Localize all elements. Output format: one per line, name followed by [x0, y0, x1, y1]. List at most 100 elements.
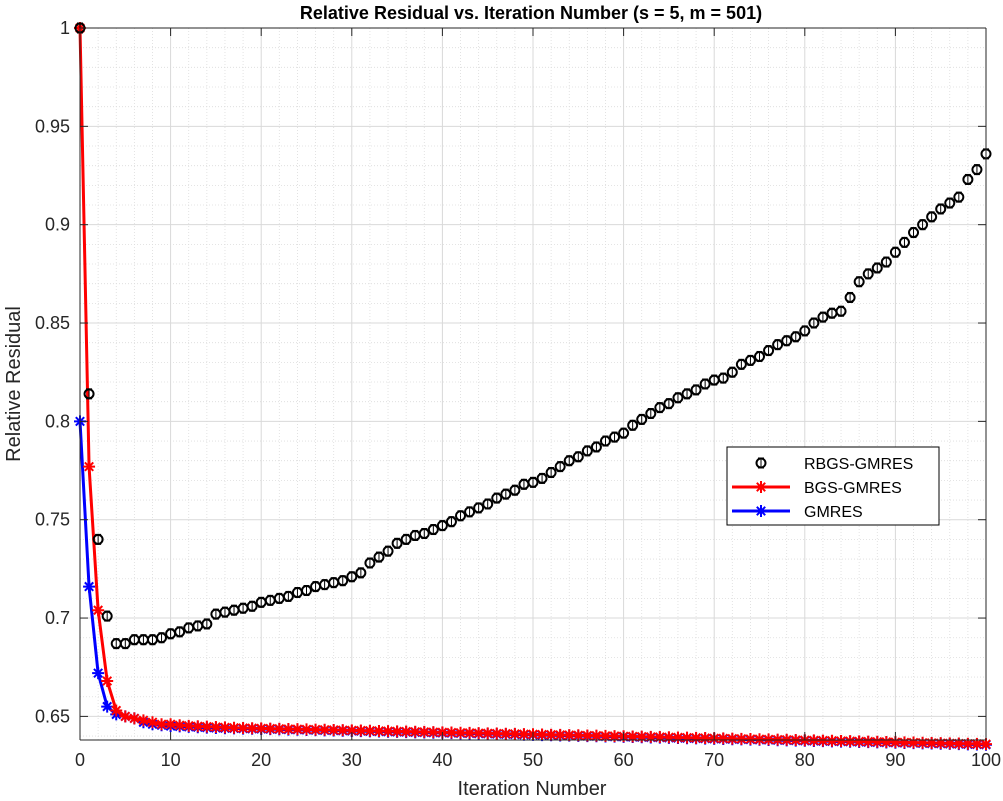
x-tick-label: 10: [161, 750, 181, 770]
data-point: [445, 726, 458, 739]
legend-marker: [755, 481, 767, 493]
data-point: [790, 331, 802, 343]
data-point: [717, 732, 730, 745]
data-point: [590, 441, 602, 453]
series-rbgs-gmres: [74, 22, 992, 650]
circle-marker: [908, 227, 920, 239]
data-point: [536, 472, 548, 484]
data-point: [590, 729, 603, 742]
data-point: [781, 335, 793, 347]
data-point: [889, 736, 902, 749]
data-point: [654, 402, 666, 414]
data-point: [862, 268, 874, 280]
data-point: [907, 736, 920, 749]
data-point: [382, 545, 394, 557]
data-point: [482, 498, 494, 510]
circle-marker: [844, 291, 856, 303]
data-point: [146, 716, 159, 729]
circle-marker: [473, 502, 485, 514]
data-point: [908, 227, 920, 239]
circle-marker: [455, 510, 467, 522]
data-point: [898, 236, 910, 248]
data-point: [500, 488, 512, 500]
data-point: [952, 737, 965, 750]
data-point: [345, 724, 358, 737]
data-point: [92, 667, 105, 680]
circle-marker: [862, 268, 874, 280]
data-point: [726, 732, 739, 745]
data-point: [816, 734, 829, 747]
circle-marker: [917, 219, 929, 231]
data-point: [980, 738, 992, 751]
circle-marker: [400, 533, 412, 545]
circle-marker: [654, 402, 666, 414]
data-point: [337, 575, 349, 587]
data-point: [735, 732, 748, 745]
data-point: [418, 725, 431, 738]
circle-marker: [554, 461, 566, 473]
data-point: [364, 557, 376, 569]
data-point: [246, 722, 259, 735]
data-point: [201, 618, 213, 630]
circle-marker: [926, 211, 938, 223]
data-point: [246, 600, 258, 612]
circle-marker: [246, 600, 258, 612]
data-point: [825, 734, 838, 747]
circle-marker: [527, 476, 539, 488]
circle-marker: [599, 435, 611, 447]
data-point: [264, 722, 277, 735]
data-point: [744, 733, 757, 746]
data-point: [119, 638, 131, 650]
data-point: [817, 311, 829, 323]
data-point: [228, 721, 241, 734]
data-point: [391, 537, 403, 549]
circle-marker: [755, 457, 767, 469]
circle-marker: [482, 498, 494, 510]
data-point: [164, 718, 177, 731]
data-point: [418, 527, 430, 539]
data-point: [862, 735, 875, 748]
circle-marker: [92, 533, 104, 545]
x-tick-label: 90: [885, 750, 905, 770]
circle-marker: [119, 638, 131, 650]
circle-marker: [373, 551, 385, 563]
circle-marker: [763, 345, 775, 357]
data-point: [581, 445, 593, 457]
data-point: [599, 435, 611, 447]
circle-marker: [609, 431, 621, 443]
data-point: [255, 722, 268, 735]
circle-marker: [491, 492, 503, 504]
data-point: [618, 427, 630, 439]
circle-marker: [282, 590, 294, 602]
data-point: [943, 737, 956, 750]
data-point: [572, 729, 585, 742]
chart-title: Relative Residual vs. Iteration Number (…: [300, 3, 762, 23]
data-point: [327, 723, 340, 736]
data-point: [101, 700, 114, 713]
data-point: [970, 737, 983, 750]
data-point: [554, 461, 566, 473]
data-point: [871, 262, 883, 274]
data-point: [690, 384, 702, 396]
circle-marker: [645, 408, 657, 420]
circle-marker: [699, 378, 711, 390]
data-point: [653, 731, 666, 744]
data-point: [83, 580, 96, 593]
data-point: [754, 350, 765, 362]
data-point: [844, 735, 857, 748]
circle-marker: [835, 305, 847, 317]
legend-label: BGS-GMRES: [804, 480, 902, 497]
data-point: [155, 718, 168, 731]
data-point: [455, 510, 467, 522]
data-point: [490, 727, 503, 740]
circle-marker: [536, 472, 548, 484]
data-point: [445, 516, 457, 528]
data-point: [554, 728, 567, 741]
data-point: [472, 727, 485, 740]
data-point: [454, 726, 467, 739]
data-point: [373, 551, 385, 563]
data-point: [527, 476, 539, 488]
data-point: [209, 721, 222, 734]
data-point: [853, 276, 865, 288]
x-tick-label: 30: [342, 750, 362, 770]
